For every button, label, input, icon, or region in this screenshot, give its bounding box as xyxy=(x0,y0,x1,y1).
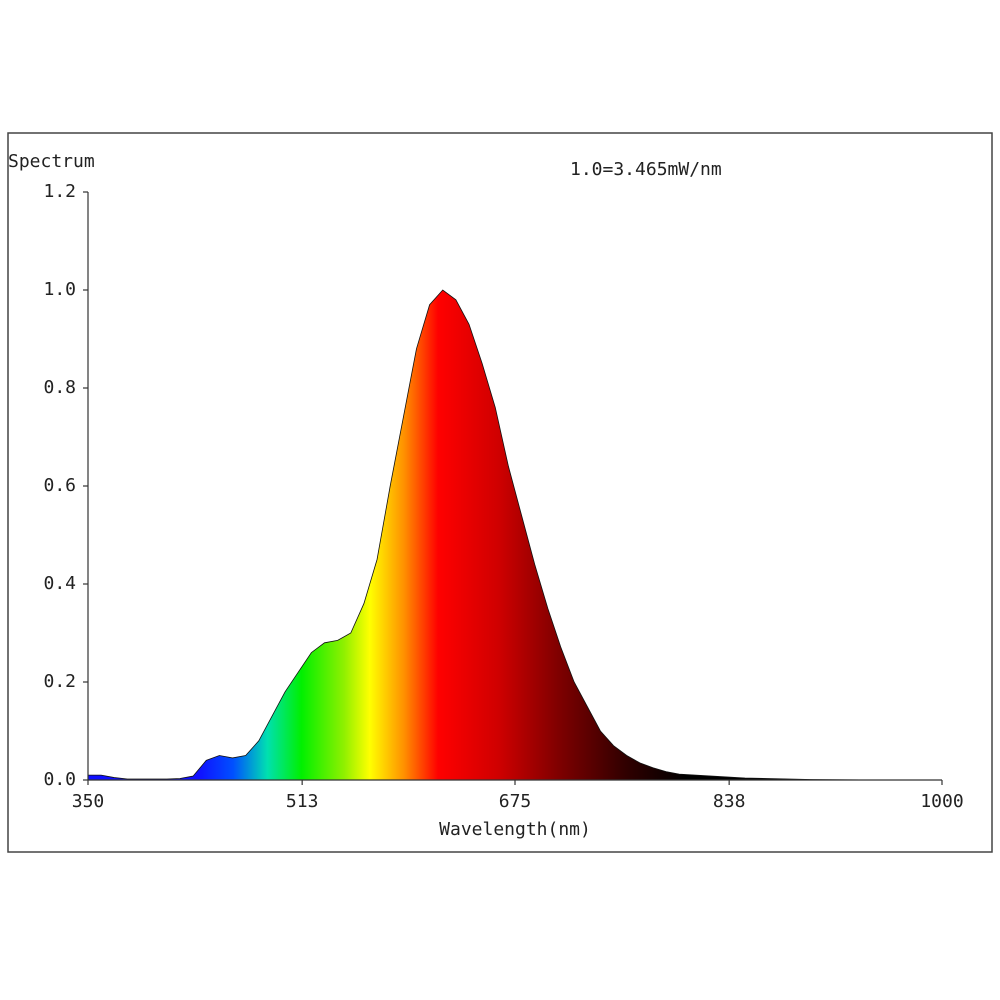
frame xyxy=(7,132,993,853)
y-tick-label: 0.4 xyxy=(43,573,76,594)
y-tick-label: 0.2 xyxy=(43,671,76,692)
y-tick-label: 1.0 xyxy=(43,279,76,300)
spectrum-area xyxy=(87,289,942,781)
x-axis-label: Wavelength(nm) xyxy=(439,819,591,840)
y-tick-label: 0.8 xyxy=(43,377,76,398)
x-tick-label: 350 xyxy=(72,791,105,812)
x-tick-label: 838 xyxy=(713,791,746,812)
x-tick-label: 513 xyxy=(286,791,319,812)
y-tick-label: 0.0 xyxy=(43,769,76,790)
y-tick-label: 0.6 xyxy=(43,475,76,496)
y-tick-label: 1.2 xyxy=(43,181,76,202)
x-tick-label: 675 xyxy=(499,791,532,812)
y-axis-label: Spectrum xyxy=(8,151,95,172)
annotation: 1.0=3.465mW/nm xyxy=(570,159,722,180)
x-tick-label: 1000 xyxy=(920,791,963,812)
